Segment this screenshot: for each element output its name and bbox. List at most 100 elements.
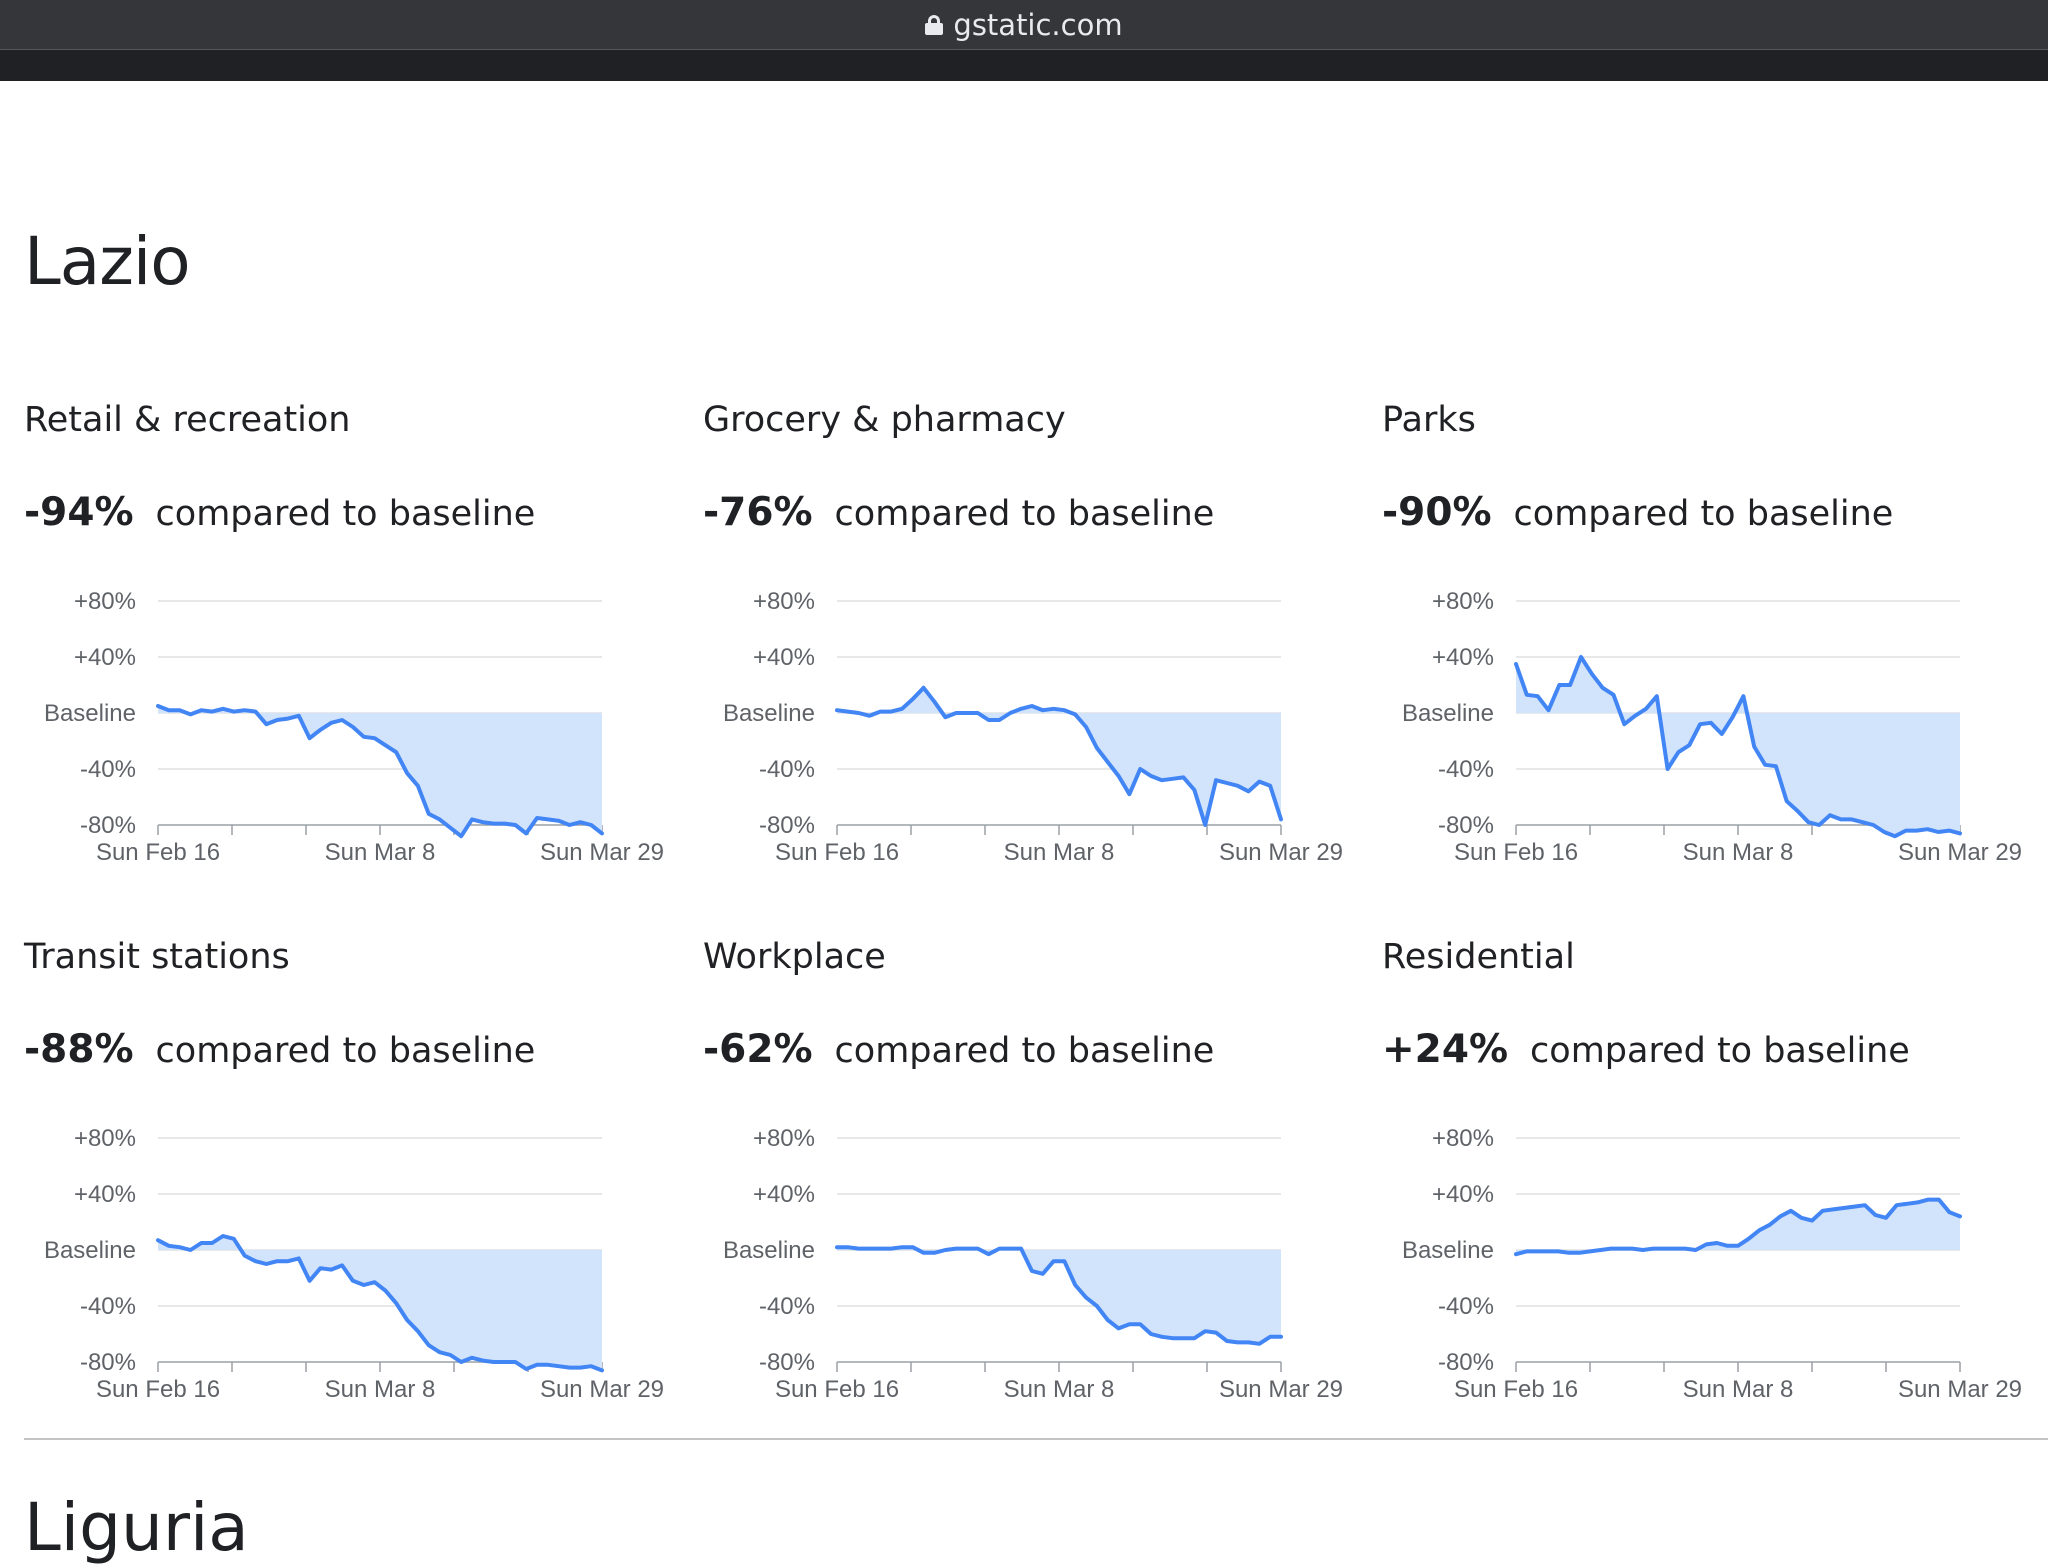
data-point [1651,1247,1655,1251]
x-tick-label: Sun Feb 16 [1454,839,1578,866]
y-tick-label: -40% [80,1293,136,1320]
data-point [1852,1205,1856,1209]
data-point [1873,1213,1877,1217]
data-point [922,1251,926,1255]
x-tick-label: Sun Mar 29 [1219,1376,1343,1403]
category-title: Grocery & pharmacy [703,400,1066,440]
change-summary: -88% compared to baseline [24,1027,535,1072]
change-percent: -94% [24,490,134,535]
data-point [600,1368,604,1372]
data-point [340,1263,344,1267]
change-percent: +24% [1382,1027,1509,1072]
y-tick-label: Baseline [1402,1237,1494,1264]
change-percent: -90% [1382,490,1492,535]
data-point [221,1234,225,1238]
url-display[interactable]: gstatic.com [925,8,1123,42]
data-point [1149,1332,1153,1336]
y-tick-label: +40% [1432,1181,1494,1208]
data-point [1268,1335,1272,1339]
category-panel-grocery-and-pharmacy: Grocery & pharmacy -76% compared to baseli… [703,0,1363,866]
data-point [578,1366,582,1370]
data-point [297,1256,301,1260]
data-point [199,1241,203,1245]
y-tick-label: -40% [80,756,136,783]
data-point [264,1262,268,1266]
change-caption: compared to baseline [155,1031,536,1071]
y-tick-label: Baseline [44,1237,136,1264]
data-point [1095,1304,1099,1308]
data-point [210,1241,214,1245]
data-point [1160,1335,1164,1339]
data-point [524,1367,528,1371]
change-summary: -62% compared to baseline [703,1027,1214,1072]
data-point [868,1247,872,1251]
data-point [1937,1198,1941,1202]
baseline-diff-area [837,1247,1281,1344]
data-point [318,1266,322,1270]
y-tick-label: Baseline [1402,700,1494,727]
data-point [232,1237,236,1241]
data-point [997,1247,1001,1251]
data-point [448,1353,452,1357]
data-point [405,1318,409,1322]
data-point [546,1363,550,1367]
category-title: Residential [1382,937,1575,977]
x-tick-label: Sun Feb 16 [775,839,899,866]
data-point [351,1279,355,1283]
data-point [1778,1214,1782,1218]
data-point [1694,1248,1698,1252]
data-point [470,1356,474,1360]
data-point [513,1360,517,1364]
y-tick-label: +80% [1432,1125,1494,1152]
change-summary: -76% compared to baseline [703,490,1214,535]
data-point [1916,1200,1920,1204]
series-line [1514,655,1962,839]
data-point [243,1254,247,1258]
data-point [976,1247,980,1251]
data-point [1214,1331,1218,1335]
data-point [1138,1322,1142,1326]
data-point [286,1259,290,1263]
data-point [889,1247,893,1251]
data-point [1171,1336,1175,1340]
data-point [1257,1342,1261,1346]
browser-toolbar-strip [0,49,2048,81]
y-tick-label: +40% [74,1181,136,1208]
data-point [1127,1322,1131,1326]
baseline-diff-area [1516,657,1960,837]
change-percent: -88% [24,1027,134,1072]
change-percent: -76% [703,490,813,535]
y-tick-label: +80% [74,1125,136,1152]
x-tick-label: Sun Mar 29 [1219,839,1343,866]
data-point [943,1248,947,1252]
data-point [846,1245,850,1249]
category-panel-residential: Residential +24% compared to baseline +80% +… [1382,537,2042,1403]
data-point [459,1360,463,1364]
data-point [1842,1206,1846,1210]
y-tick-label: +40% [753,1181,815,1208]
change-caption: compared to baseline [834,494,1215,534]
data-point [416,1329,420,1333]
baseline-diff-area [158,706,602,837]
y-tick-label: -40% [759,756,815,783]
x-tick-label: Sun Mar 8 [1004,1376,1115,1403]
data-point [1947,1210,1951,1214]
baseline-diff-area [837,687,1281,825]
data-point [1567,1251,1571,1255]
data-point [933,1251,937,1255]
data-point [1662,1247,1666,1251]
data-point [1588,1249,1592,1253]
x-tick-label: Sun Feb 16 [96,839,220,866]
y-tick-label: Baseline [723,700,815,727]
category-panel-transit-stations: Transit stations -88% compared to baseline… [24,537,684,1403]
data-point [1831,1207,1835,1211]
browser-address-bar[interactable]: gstatic.com [0,0,2048,49]
data-point [1863,1203,1867,1207]
change-caption: compared to baseline [834,1031,1215,1071]
category-panel-parks: Parks -90% compared to baseline +80% +40% Bas… [1382,0,2042,866]
series-line [835,1245,1283,1346]
x-tick-label: Sun Mar 29 [1898,1376,2022,1403]
data-point [987,1252,991,1256]
y-tick-label: -80% [1438,1349,1494,1376]
data-point [1073,1283,1077,1287]
